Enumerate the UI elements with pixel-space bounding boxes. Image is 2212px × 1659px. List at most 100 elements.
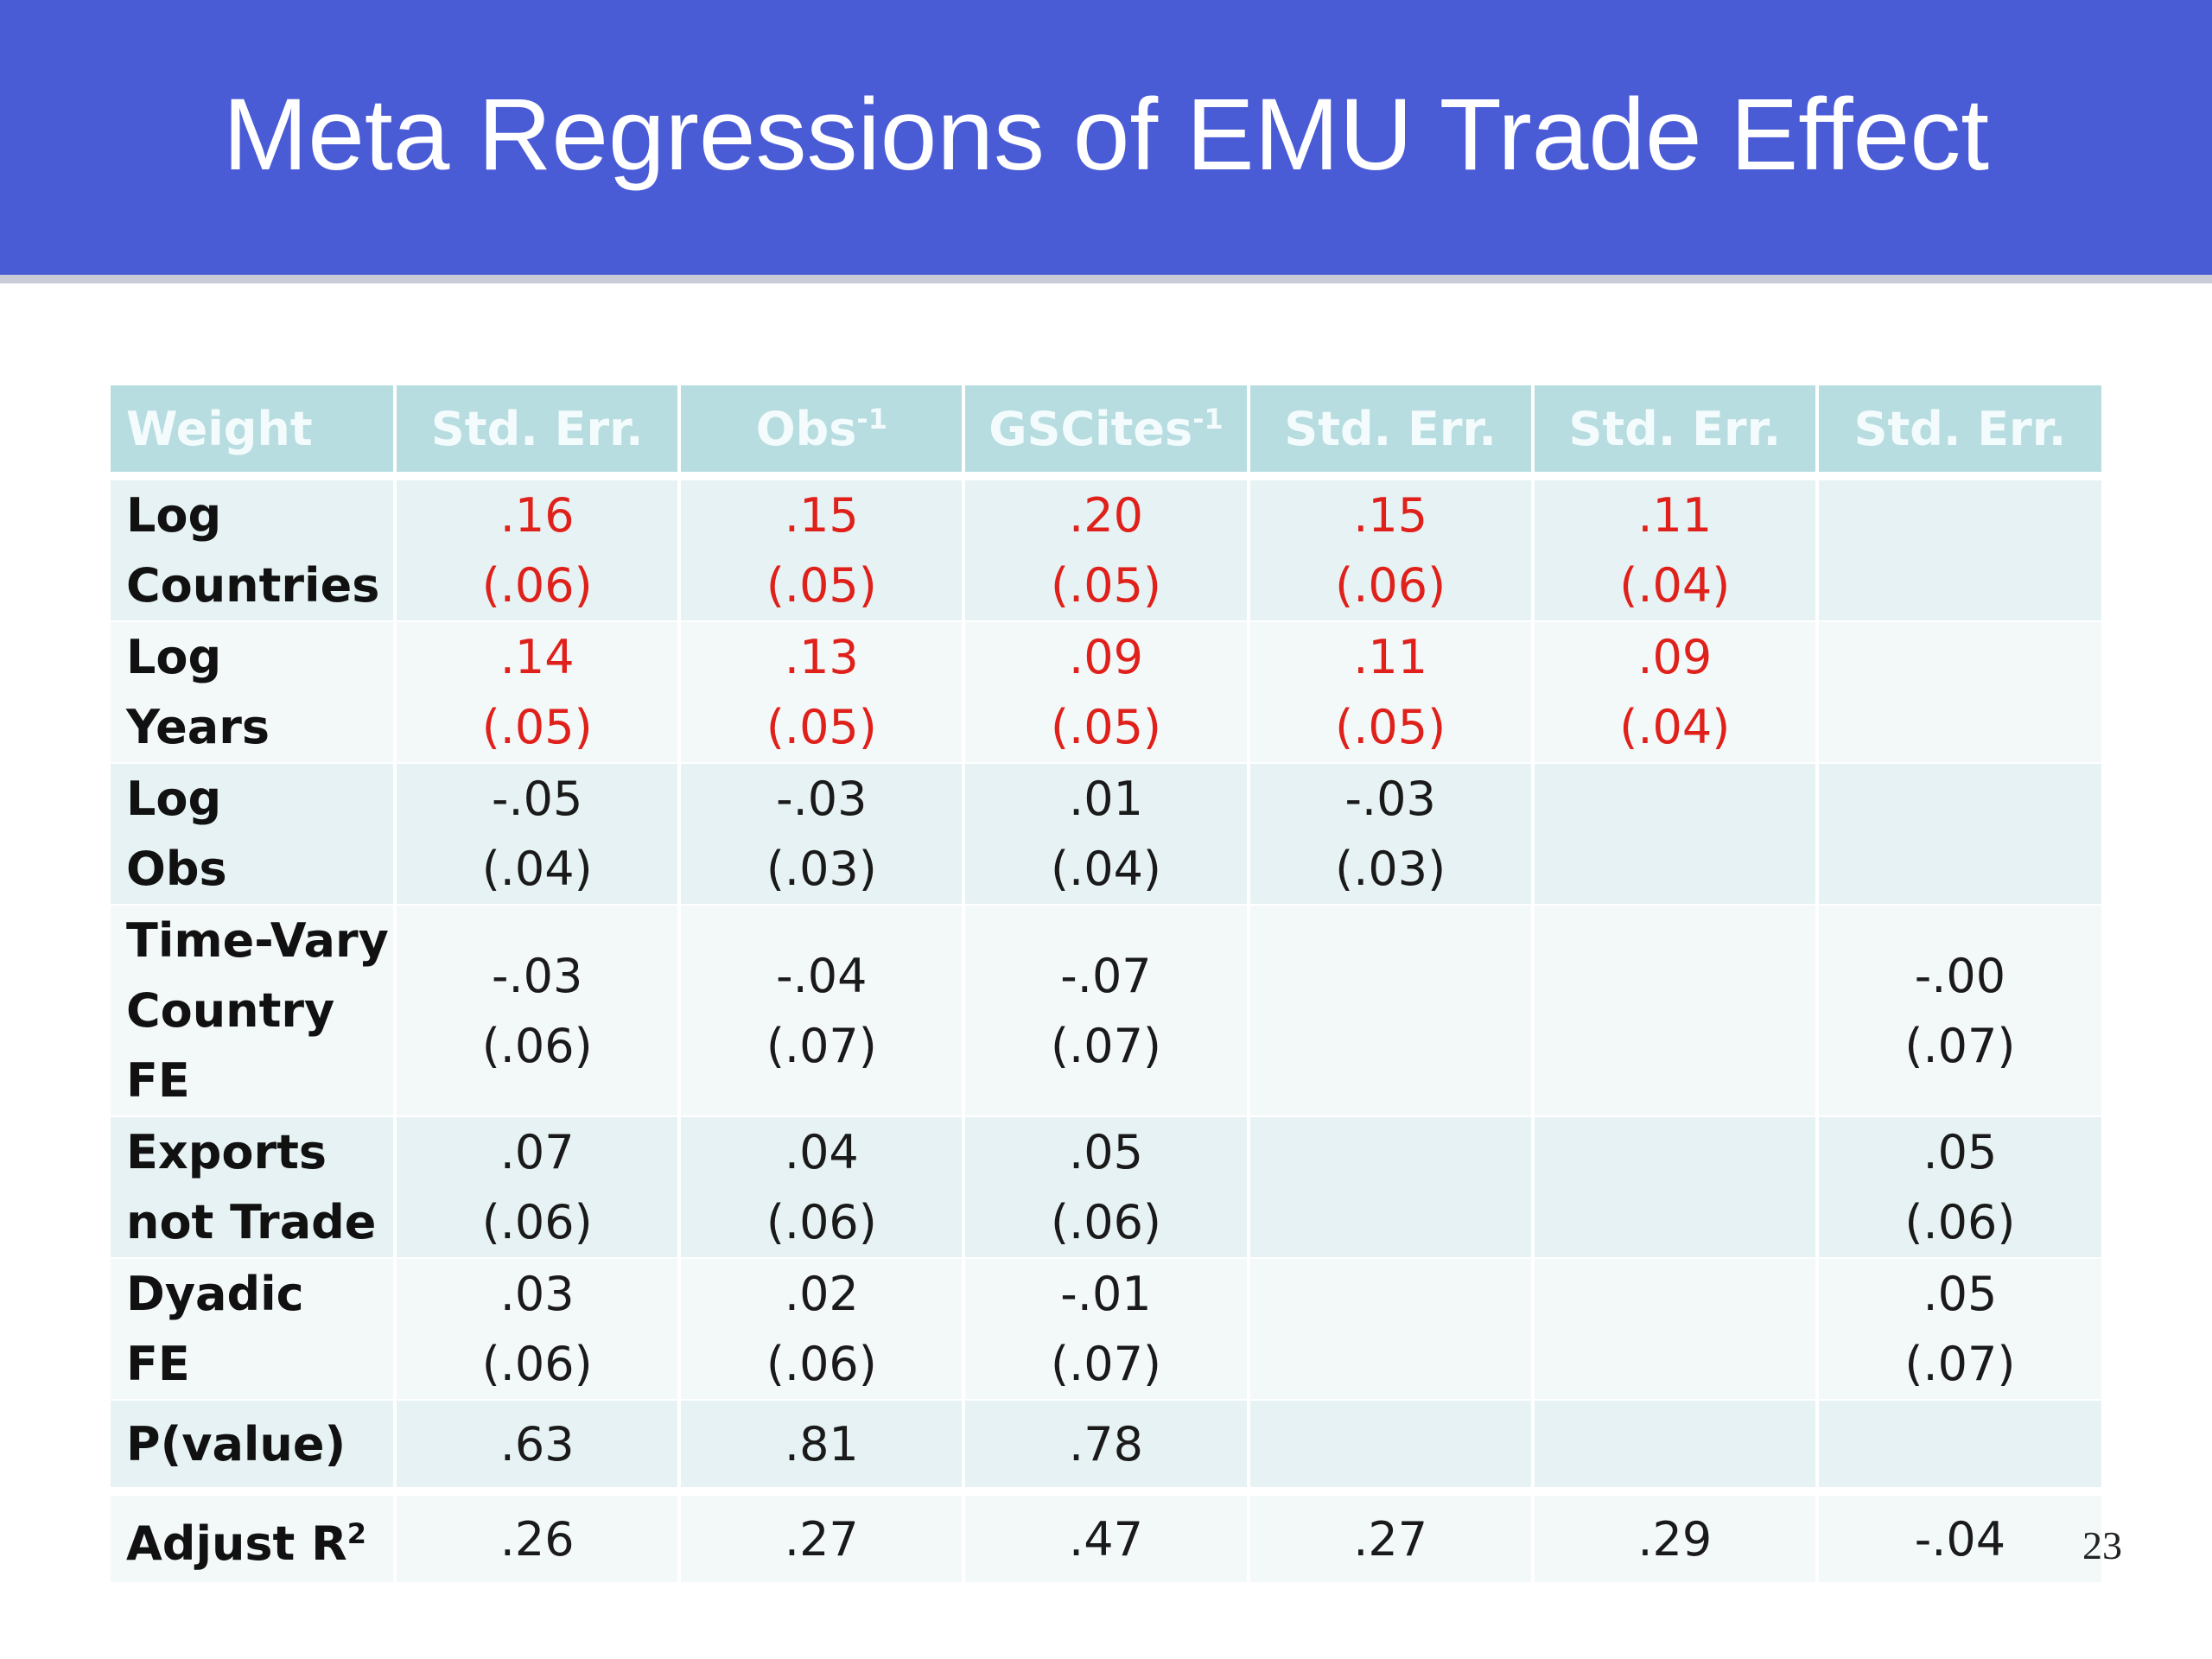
row-label-line: Countries <box>126 558 380 613</box>
coefficient: -.05 <box>492 772 583 826</box>
coefficient: .20 <box>1069 488 1143 543</box>
row-label: Dyadic FE <box>111 1257 396 1400</box>
standard-error: (.06) <box>481 1337 593 1391</box>
header-col-text: Obs <box>755 401 857 456</box>
standard-error: (.07) <box>766 1018 877 1073</box>
table-cell <box>1815 620 2101 763</box>
standard-error: (.06) <box>481 1195 593 1249</box>
header-col-4: Std. Err. <box>1246 385 1533 480</box>
coefficient: .01 <box>1069 772 1143 826</box>
coefficient: .09 <box>1637 630 1713 684</box>
adjusted-r2-label-sup: 2 <box>346 1517 367 1550</box>
table-row: Time-Vary Country FE -.03 (.06) -.04 (.07) -.0… <box>111 904 2101 1116</box>
row-label: Time-Vary Country FE <box>111 904 396 1116</box>
row-label-line: Exports <box>126 1125 327 1179</box>
row-label-line: Log <box>126 488 222 543</box>
coefficient: .04 <box>784 1125 859 1179</box>
standard-error: (.04) <box>1619 700 1731 754</box>
table-cell: -.07 (.07) <box>962 904 1249 1116</box>
standard-error: (.05) <box>1050 700 1161 754</box>
table-cell: .11 (.04) <box>1530 475 1817 621</box>
adjusted-r2-label-text: Adjust R <box>126 1516 347 1571</box>
header-col-sup: -1 <box>1192 402 1224 435</box>
row-label-line: Log <box>126 630 222 684</box>
table-cell <box>1530 904 1817 1116</box>
pvalue-cell <box>1530 1399 1817 1491</box>
standard-error: (.03) <box>766 842 877 896</box>
coefficient: -.04 <box>776 948 868 1003</box>
coefficient: .05 <box>1923 1267 1998 1321</box>
table-cell <box>1815 762 2101 905</box>
standard-error: (.07) <box>1904 1337 2016 1391</box>
standard-error: (.07) <box>1050 1337 1161 1391</box>
coefficient: -.03 <box>492 948 583 1003</box>
table-body: Log Countries .16 (.06) .15 (.05) .20 (.05) .15 (… <box>111 475 2101 1582</box>
row-label-line: Time-Vary <box>126 913 389 968</box>
adjusted-r2-cell: .27 <box>677 1487 964 1582</box>
header-row: Weight Std. Err. Obs-1 GSCites-1 Std. Er… <box>111 385 2101 480</box>
table-cell: .16 (.06) <box>393 475 680 621</box>
coefficient: -.07 <box>1060 948 1152 1003</box>
table-cell: .01 (.04) <box>962 762 1249 905</box>
standard-error: (.06) <box>1050 1195 1161 1249</box>
standard-error: (.05) <box>766 700 877 754</box>
header-col-6: Std. Err. <box>1815 385 2101 480</box>
table-cell: .15 (.05) <box>677 475 964 621</box>
table-cell: .07 (.06) <box>393 1116 680 1258</box>
coefficient: .05 <box>1923 1125 1998 1179</box>
adjusted-r2-cell: .29 <box>1530 1487 1817 1582</box>
row-label: Exports not Trade <box>111 1116 396 1258</box>
table-cell: -.05 (.04) <box>393 762 680 905</box>
table-cell <box>1530 762 1817 905</box>
standard-error: (.06) <box>766 1195 877 1249</box>
regression-table: Weight Std. Err. Obs-1 GSCites-1 Std. Er… <box>111 385 2101 1582</box>
coefficient: .11 <box>1353 630 1428 684</box>
pvalue-cell <box>1815 1399 2101 1491</box>
pvalue-cell: .78 <box>962 1399 1249 1491</box>
header-col-5: Std. Err. <box>1530 385 1817 480</box>
table-cell <box>1530 1116 1817 1258</box>
standard-error: (.06) <box>766 1337 877 1391</box>
header-col-1: Std. Err. <box>393 385 680 480</box>
table-cell: .05 (.06) <box>962 1116 1249 1258</box>
table-cell: .20 (.05) <box>962 475 1249 621</box>
table-cell: .05 (.06) <box>1815 1116 2101 1258</box>
header-weight: Weight <box>111 385 396 480</box>
header-col-sup: -1 <box>856 402 887 435</box>
header-col-text: Std. Err. <box>1568 401 1782 456</box>
standard-error: (.05) <box>481 700 593 754</box>
title-bar: Meta Regressions of EMU Trade Effect <box>0 0 2212 283</box>
table-cell: .11 (.05) <box>1246 620 1533 763</box>
table-cell <box>1246 1116 1533 1258</box>
table-cell: -.04 (.07) <box>677 904 964 1116</box>
pvalue-cell: .63 <box>393 1399 680 1491</box>
coefficient: -.00 <box>1914 948 2006 1003</box>
table-cell: .04 (.06) <box>677 1116 964 1258</box>
coefficient: -.03 <box>776 772 868 826</box>
standard-error: (.07) <box>1050 1018 1161 1073</box>
coefficient: .02 <box>784 1267 859 1321</box>
header-col-text: GSCites <box>988 401 1193 456</box>
table-cell: .03 (.06) <box>393 1257 680 1400</box>
row-label: Log Obs <box>111 762 396 905</box>
row-label: Log Years <box>111 620 396 763</box>
table-cell <box>1530 1257 1817 1400</box>
header-col-text: Std. Err. <box>430 401 644 456</box>
adjusted-r2-label: Adjust R2 <box>111 1487 396 1582</box>
table-cell: -.00 (.07) <box>1815 904 2101 1116</box>
adjusted-r2-cell: .26 <box>393 1487 680 1582</box>
standard-error: (.04) <box>1619 558 1731 613</box>
standard-error: (.07) <box>1904 1018 2016 1073</box>
row-label: Log Countries <box>111 475 396 621</box>
table-cell: -.01 (.07) <box>962 1257 1249 1400</box>
adjusted-r2-cell: -.04 <box>1815 1487 2101 1582</box>
table-cell <box>1815 475 2101 621</box>
coefficient: .07 <box>499 1125 575 1179</box>
standard-error: (.05) <box>1050 558 1161 613</box>
adjusted-r2-cell: .47 <box>962 1487 1249 1582</box>
table-cell: .09 (.05) <box>962 620 1249 763</box>
coefficient: .14 <box>499 630 575 684</box>
standard-error: (.05) <box>766 558 877 613</box>
table-cell: .15 (.06) <box>1246 475 1533 621</box>
coefficient: -.01 <box>1060 1267 1152 1321</box>
